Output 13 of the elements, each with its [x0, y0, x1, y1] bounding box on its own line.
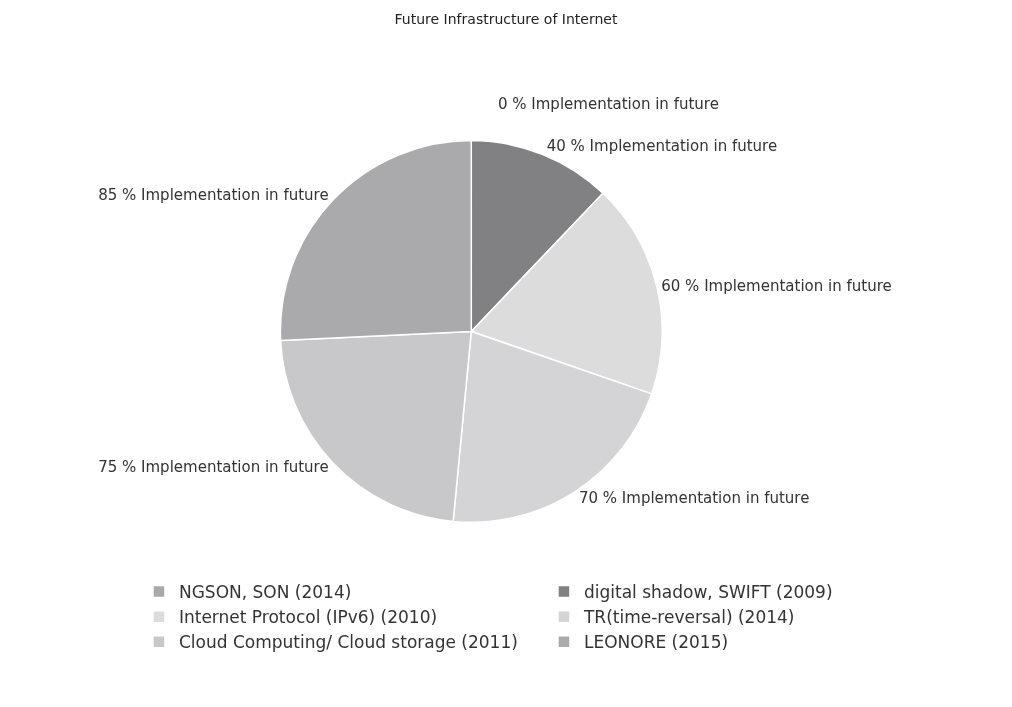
legend-label: TR(time-reversal) (2014) [582, 607, 795, 628]
legend-label: LEONORE (2015) [583, 632, 729, 653]
legend-label: digital shadow, SWIFT (2009) [583, 582, 833, 603]
data-label: 40 % Implementation in future [546, 137, 778, 156]
data-label: 70 % Implementation in future [578, 489, 810, 508]
text: 0 % Implementation in future [498, 95, 719, 113]
chart-title: Future Infrastructure of Internet [394, 10, 618, 27]
data-label: 60 % Implementation in future [661, 276, 892, 295]
legend-label: Internet Protocol (IPv6) (2010) [178, 607, 438, 628]
data-label: 85 % Implementation in future [98, 186, 329, 205]
data-label: 75 % Implementation in future [98, 458, 329, 477]
legend-label: NGSON, SON (2014) [178, 582, 352, 603]
legend-label: Cloud Computing/ Cloud storage (2011) [178, 632, 518, 653]
